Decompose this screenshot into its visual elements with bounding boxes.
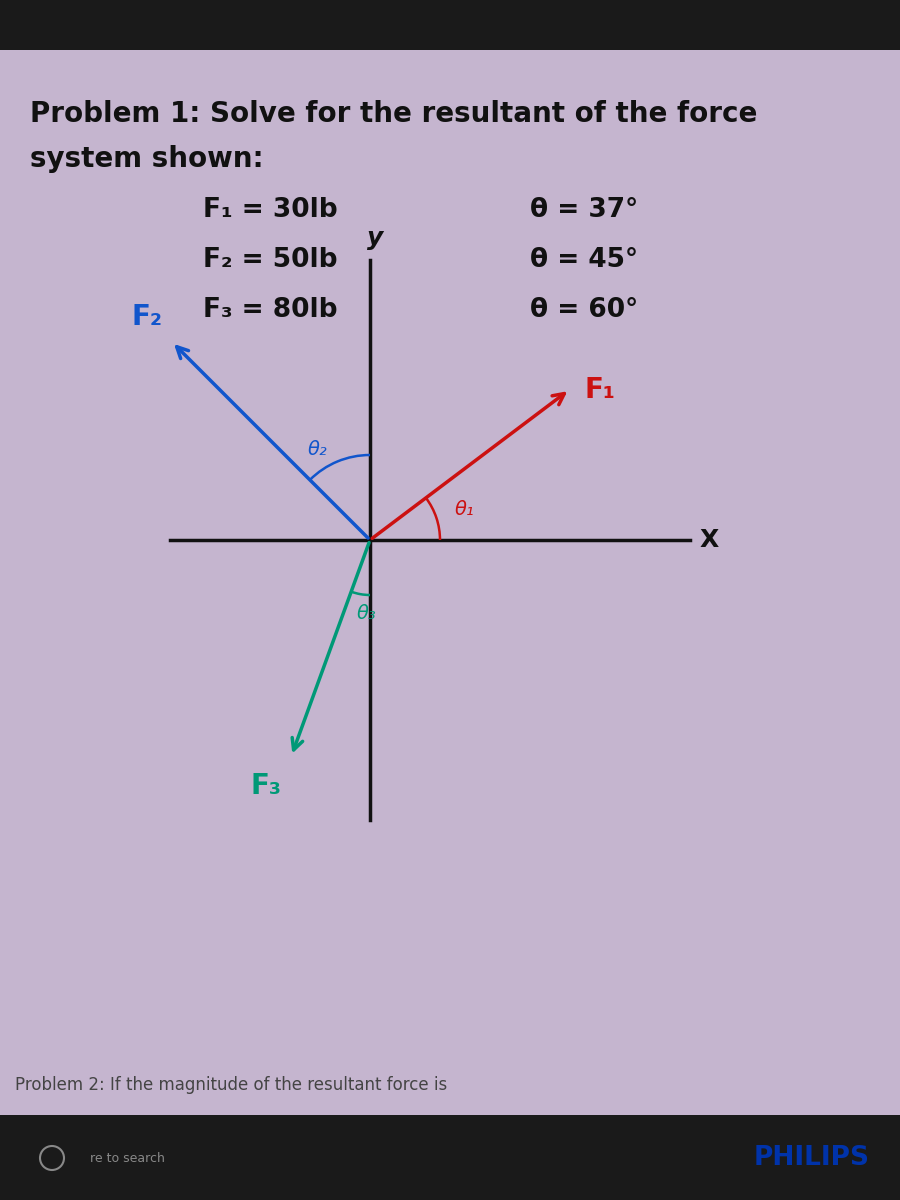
- Text: F₂: F₂: [131, 304, 163, 331]
- Text: θ₃: θ₃: [357, 605, 377, 623]
- Bar: [0, 1115, 900, 1200]
- Text: θ = 45°: θ = 45°: [530, 247, 638, 272]
- Text: X: X: [700, 528, 719, 552]
- Text: F₁: F₁: [584, 376, 615, 403]
- Text: F₁ = 30lb: F₁ = 30lb: [202, 197, 338, 223]
- Text: y: y: [367, 226, 383, 250]
- Text: F₃: F₃: [251, 772, 282, 800]
- Text: Problem 2: If the magnitude of the resultant force is: Problem 2: If the magnitude of the resul…: [15, 1076, 447, 1094]
- Text: θ = 37°: θ = 37°: [530, 197, 638, 223]
- Text: re to search: re to search: [90, 1152, 165, 1164]
- Text: θ = 60°: θ = 60°: [530, 296, 638, 323]
- Text: θ₂: θ₂: [308, 440, 328, 458]
- Text: PHILIPS: PHILIPS: [754, 1145, 870, 1171]
- Text: system shown:: system shown:: [30, 145, 264, 173]
- Text: F₃ = 80lb: F₃ = 80lb: [202, 296, 338, 323]
- Bar: [0, 0, 900, 50]
- Text: Problem 1: Solve for the resultant of the force: Problem 1: Solve for the resultant of th…: [30, 100, 758, 128]
- Text: θ₁: θ₁: [454, 499, 474, 518]
- Text: F₂ = 50lb: F₂ = 50lb: [202, 247, 338, 272]
